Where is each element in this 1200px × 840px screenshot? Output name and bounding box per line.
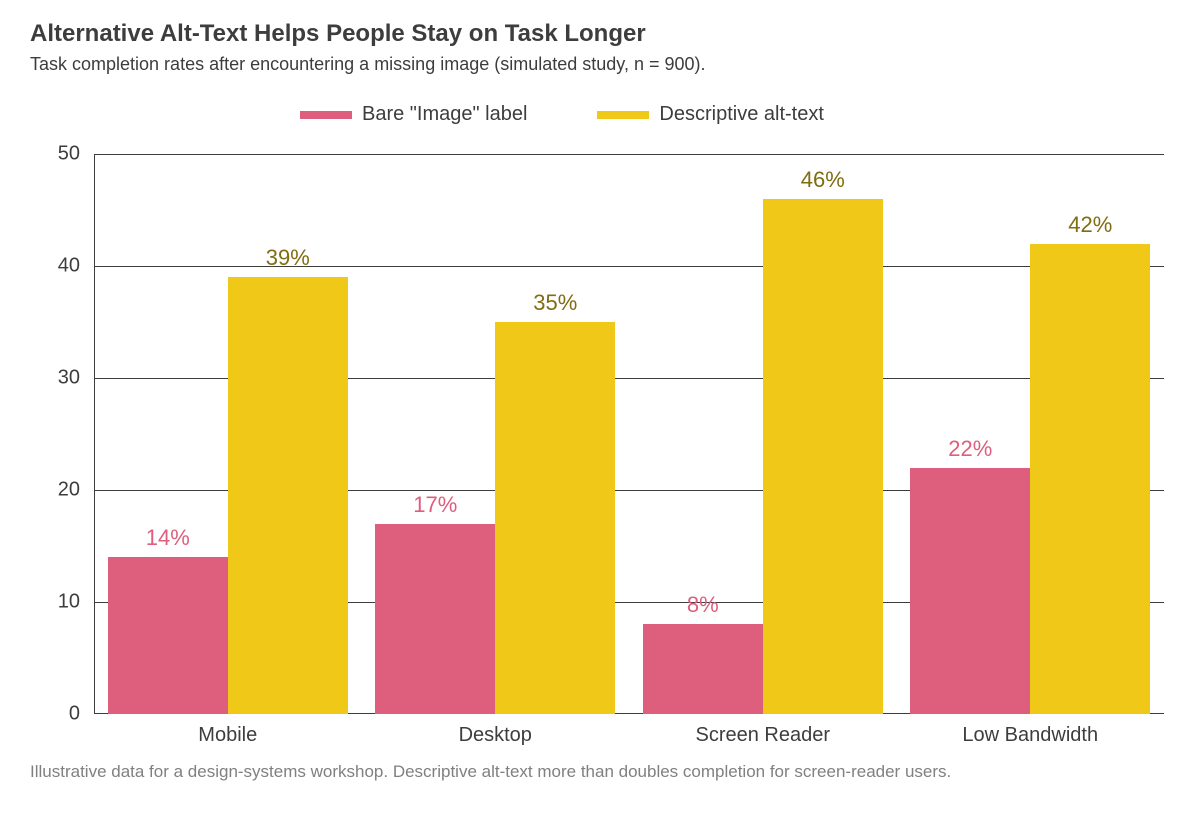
legend: Bare "Image" label Descriptive alt-text <box>300 103 1170 126</box>
bar: 14% <box>108 557 228 714</box>
bar: 35% <box>495 322 615 714</box>
bar-group: 14%39% <box>94 154 362 714</box>
legend-label-0: Bare "Image" label <box>362 103 527 126</box>
x-axis-label: Screen Reader <box>629 724 897 747</box>
legend-item-1: Descriptive alt-text <box>597 103 824 126</box>
bar-group: 8%46% <box>629 154 897 714</box>
bar-group: 17%35% <box>362 154 630 714</box>
y-tick: 10 <box>30 591 80 614</box>
bar-value-label: 22% <box>948 436 992 462</box>
x-axis-label: Mobile <box>94 724 362 747</box>
chart-title: Alternative Alt-Text Helps People Stay o… <box>30 20 1170 48</box>
bar: 17% <box>375 524 495 714</box>
y-tick: 20 <box>30 479 80 502</box>
bar: 46% <box>763 199 883 714</box>
legend-swatch-0 <box>300 111 352 119</box>
y-tick: 0 <box>30 703 80 726</box>
y-tick: 50 <box>30 143 80 166</box>
chart-footer: Illustrative data for a design-systems w… <box>30 762 1170 782</box>
x-axis-labels: MobileDesktopScreen ReaderLow Bandwidth <box>94 724 1164 747</box>
bar-value-label: 39% <box>266 245 310 271</box>
y-tick: 30 <box>30 367 80 390</box>
bar: 42% <box>1030 244 1150 714</box>
chart-subtitle: Task completion rates after encountering… <box>30 54 1170 75</box>
bar-value-label: 42% <box>1068 212 1112 238</box>
y-axis: 01020304050 <box>30 154 90 714</box>
legend-label-1: Descriptive alt-text <box>659 103 824 126</box>
plot-area: 01020304050 14%39%17%35%8%46%22%42% Mobi… <box>30 154 1170 714</box>
bar-group: 22%42% <box>897 154 1165 714</box>
bar-chart: Alternative Alt-Text Helps People Stay o… <box>30 20 1170 810</box>
grid-region: 14%39%17%35%8%46%22%42% <box>94 154 1164 714</box>
x-axis-label: Desktop <box>362 724 630 747</box>
x-axis-label: Low Bandwidth <box>897 724 1165 747</box>
legend-item-0: Bare "Image" label <box>300 103 527 126</box>
bar: 8% <box>643 624 763 714</box>
legend-swatch-1 <box>597 111 649 119</box>
bar: 39% <box>228 277 348 714</box>
bar-value-label: 17% <box>413 492 457 518</box>
bar-value-label: 14% <box>146 525 190 551</box>
bar-value-label: 46% <box>801 167 845 193</box>
bar-value-label: 35% <box>533 290 577 316</box>
y-tick: 40 <box>30 255 80 278</box>
bar: 22% <box>910 468 1030 714</box>
bar-value-label: 8% <box>687 592 719 618</box>
bar-groups: 14%39%17%35%8%46%22%42% <box>94 154 1164 714</box>
